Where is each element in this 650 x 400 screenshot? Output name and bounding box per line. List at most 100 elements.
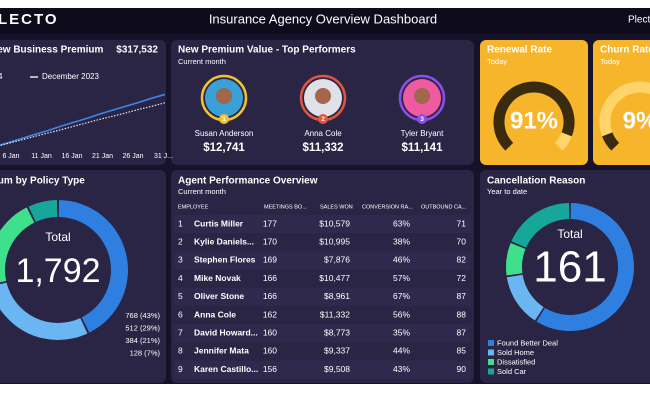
row-stripe [174, 287, 471, 306]
table-cell: Jennifer Mata [194, 346, 249, 356]
column-header: EMPLOYEE [178, 204, 209, 210]
legend-swatch [488, 349, 494, 356]
x-tick-label: 26 Jan [122, 153, 143, 160]
donut-segment [0, 207, 35, 283]
user-name: Plecto [628, 15, 650, 26]
table-cell: Anna Cole [194, 309, 236, 319]
table-cell: 87 [457, 291, 467, 301]
x-tick-label: 6 Jan [2, 153, 19, 160]
rank-number: 3 [420, 116, 424, 123]
rank-number: 2 [321, 116, 325, 123]
donut-segment [58, 200, 129, 333]
panel-subtitle: Current month [178, 187, 226, 196]
row-stripe [174, 324, 471, 343]
table-cell: $8,773 [324, 327, 350, 337]
table-cell: 70 [457, 236, 467, 246]
legend-label: 384 (21%) [125, 336, 160, 345]
table-cell: 46% [393, 255, 410, 265]
gauge-fill [493, 81, 575, 151]
performer-name: Tyler Bryant [401, 129, 444, 138]
table-cell: 5 [178, 291, 183, 301]
total-value: 161 [533, 243, 606, 292]
panel-subtitle: Today [600, 57, 620, 66]
table-cell: 87 [457, 327, 467, 337]
legend-label: 512 (29%) [125, 323, 160, 332]
total-label: Total [557, 227, 582, 241]
total-value: 1,792 [15, 252, 100, 290]
rank-badge [219, 114, 229, 124]
table-cell: 3 [178, 255, 183, 265]
donut-segment [505, 242, 526, 276]
table-cell: 166 [263, 291, 277, 301]
table-cell: $7,876 [324, 255, 350, 265]
table-cell: Mike Novak [194, 273, 241, 283]
donut-segment [28, 200, 58, 222]
panel-title: Agent Performance Overview [178, 176, 318, 187]
table-cell: $10,995 [319, 236, 350, 246]
row-stripe [174, 360, 471, 379]
donut-segment [0, 282, 88, 340]
avatar-face [315, 88, 331, 104]
panel-title: New Premium Value - Top Performers [178, 45, 356, 56]
table-cell: 90 [457, 364, 467, 374]
table-cell: $11,332 [320, 309, 350, 319]
table-cell: 85 [457, 346, 467, 356]
panel [0, 40, 166, 165]
panel-subtitle: Year to date [487, 187, 527, 196]
table-cell: Oliver Stone [194, 291, 244, 301]
avatar-face [216, 88, 232, 104]
table-cell: 43% [393, 364, 410, 374]
column-header: MEETINGS BO... [264, 204, 307, 210]
table-cell: 7 [178, 327, 183, 337]
table-cell: 162 [263, 309, 277, 319]
table-cell: 2 [178, 236, 183, 246]
table-cell: Kylie Daniels... [194, 236, 254, 246]
row-stripe [174, 215, 471, 233]
table-cell: 4 [178, 273, 183, 283]
rank-badge [417, 114, 427, 124]
gauge-value: 91% [510, 107, 558, 134]
legend-label: December 2023 [42, 72, 99, 81]
legend-swatch [488, 359, 494, 365]
table-cell: 9 [178, 364, 183, 374]
table-cell: David Howard... [194, 327, 258, 337]
rank-number: 1 [222, 116, 226, 123]
table-cell: $9,508 [324, 364, 350, 374]
table-cell: 44% [393, 346, 410, 356]
table-cell: $10,477 [319, 273, 350, 283]
panel-title: Cancellation Reason [487, 176, 585, 187]
table-cell: 169 [263, 255, 277, 265]
performer-value: $11,332 [303, 142, 344, 154]
column-header: OUTBOUND CA... [421, 204, 467, 210]
table-cell: 6 [178, 309, 183, 319]
line-series [0, 102, 166, 147]
legend-label: 768 (43%) [125, 311, 160, 320]
legend-label: Sold Home [497, 348, 534, 357]
table-cell: 88 [457, 309, 467, 319]
performer-value: $12,741 [203, 142, 245, 154]
table-cell: $9,337 [324, 346, 350, 356]
table-cell: 160 [263, 327, 277, 337]
panel-title: New Business Premium [0, 45, 103, 56]
legend-label: January 2024 [0, 72, 3, 81]
legend-swatch [488, 368, 494, 375]
table-cell: Karen Castillo... [194, 364, 258, 374]
column-header: SALES WON [320, 204, 353, 210]
table-cell: $10,579 [319, 218, 350, 228]
table-cell: 8 [178, 346, 183, 356]
rank-badge [318, 114, 328, 124]
donut-segment [506, 274, 544, 321]
total-label: Total [45, 230, 70, 244]
total-value: $317,532 [116, 45, 158, 56]
x-tick-label: 11 Jan [31, 153, 52, 160]
panel [480, 40, 588, 165]
legend-label: Sold Car [497, 367, 527, 376]
donut-segment [536, 203, 634, 331]
performer-name: Susan Anderson [195, 129, 254, 138]
table-cell: 63% [393, 218, 410, 228]
performer-value: $11,141 [402, 142, 444, 154]
x-tick-label: 31 J... [154, 153, 173, 160]
table-cell: 35% [393, 327, 410, 337]
table-cell: Curtis Miller [194, 218, 244, 228]
